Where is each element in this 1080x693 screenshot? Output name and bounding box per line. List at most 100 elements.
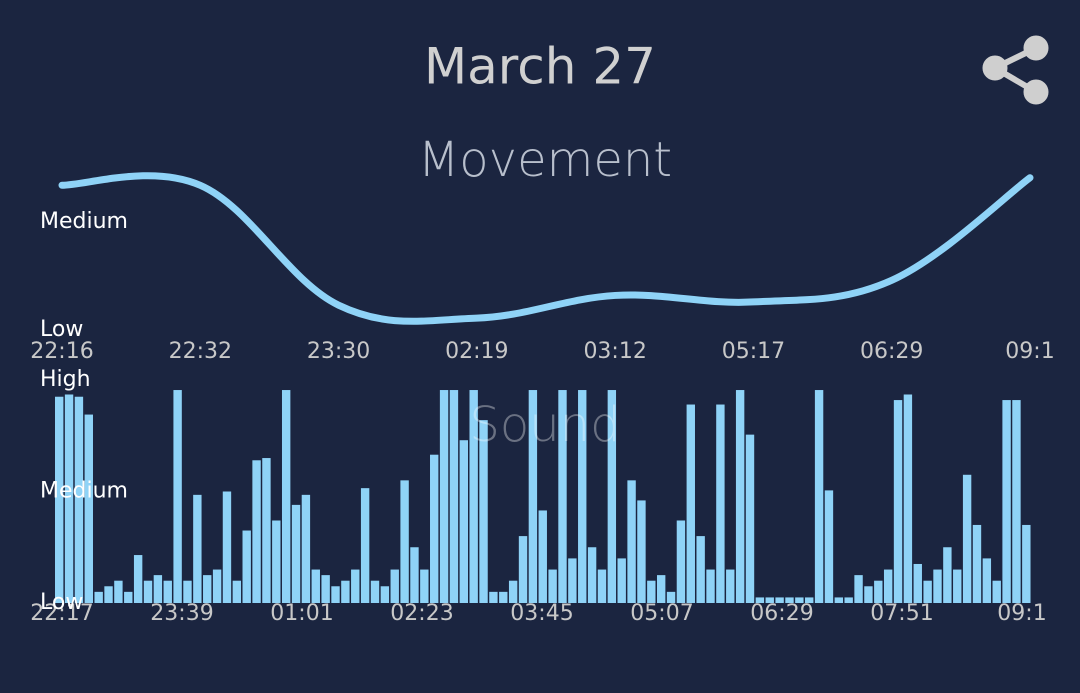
x-tick-label: 23:30 <box>307 339 370 364</box>
sound-bar <box>864 586 873 603</box>
sound-bar <box>84 414 93 603</box>
sound-bar <box>1012 400 1021 603</box>
sound-bar <box>617 558 626 603</box>
sound-bar <box>597 569 607 603</box>
sound-bar <box>252 460 261 603</box>
sound-bar <box>972 524 982 603</box>
sound-bar <box>360 488 370 603</box>
sound-bar <box>745 434 755 603</box>
share-button[interactable] <box>982 35 1049 105</box>
sound-bar <box>64 394 74 603</box>
x-tick-label: 07:51 <box>870 601 933 626</box>
sound-bar <box>893 400 903 603</box>
sound-bar <box>173 390 182 603</box>
x-tick-label: 03:12 <box>583 339 646 364</box>
sound-bar <box>232 580 242 603</box>
x-tick-label: 06:29 <box>860 339 923 364</box>
sound-bar <box>301 494 311 603</box>
sound-bar <box>193 494 202 603</box>
sound-bar <box>430 454 439 603</box>
sound-bar <box>903 394 913 603</box>
sound-bar <box>341 580 350 603</box>
sound-bar <box>587 547 597 603</box>
sound-bar <box>183 580 192 603</box>
sound-bar <box>380 586 390 603</box>
sound-bar <box>459 440 469 603</box>
sound-bar <box>499 591 508 603</box>
sound-bar <box>528 390 538 603</box>
sound-bar <box>114 580 123 603</box>
sound-bar <box>805 597 814 603</box>
sound-bar <box>1002 400 1011 603</box>
sound-bar <box>222 491 232 603</box>
x-tick-label: 22:16 <box>30 339 93 364</box>
sound-bar <box>558 390 567 603</box>
sound-bar <box>962 474 972 603</box>
sound-bar <box>133 555 143 603</box>
sound-bar <box>824 490 834 603</box>
sound-bar <box>262 458 271 603</box>
sound-bar <box>281 390 291 603</box>
sound-bar <box>143 580 153 603</box>
sound-bar <box>311 569 320 603</box>
x-tick-label: 03:45 <box>510 601 573 626</box>
sound-bar <box>410 547 419 603</box>
sound-bar <box>489 591 498 603</box>
sound-bar <box>943 547 952 603</box>
sound-bar <box>331 586 340 603</box>
sound-bar <box>686 404 695 603</box>
sound-bar <box>400 480 409 603</box>
sound-bar <box>883 569 893 603</box>
share-dot <box>1023 35 1049 61</box>
sound-bar <box>518 536 528 603</box>
sound-bar <box>548 569 557 603</box>
sound-bar <box>55 396 64 603</box>
x-tick-label: 23:39 <box>150 601 213 626</box>
sound-bar <box>568 558 577 603</box>
x-tick-label: 05:17 <box>722 339 785 364</box>
sound-bar <box>449 390 459 603</box>
sound-bar <box>735 390 745 603</box>
sound-bar <box>627 480 636 603</box>
x-tick-label: 01:01 <box>270 601 333 626</box>
x-tick-label: 22:32 <box>169 339 232 364</box>
y-tick-label: Low <box>40 590 83 615</box>
sound-bar <box>814 390 824 603</box>
date-title: March 27 <box>424 38 656 96</box>
x-tick-label: 22:17 <box>30 601 93 626</box>
sound-bar <box>953 569 962 603</box>
sound-bar <box>390 569 399 603</box>
sound-bar <box>716 404 725 603</box>
y-tick-label: Medium <box>40 209 128 234</box>
x-tick-label: 02:19 <box>445 339 508 364</box>
sound-bar <box>992 580 1001 603</box>
movement-line <box>58 172 1034 325</box>
x-tick-label: 09:1 <box>997 601 1046 626</box>
sound-bar <box>212 569 222 603</box>
sound-bar <box>272 520 281 603</box>
sound-bar <box>607 390 617 603</box>
sound-bar <box>420 569 429 603</box>
sound-bar <box>844 597 853 603</box>
sound-bar <box>913 563 922 603</box>
sound-bar <box>726 569 735 603</box>
sound-bar <box>795 597 804 603</box>
sound-bar <box>656 575 666 603</box>
sound-bar <box>538 510 547 603</box>
sound-bar <box>854 575 863 603</box>
sound-bar <box>479 420 488 603</box>
sound-bar <box>982 558 992 603</box>
sound-bar <box>874 580 883 603</box>
sound-bar <box>74 396 84 603</box>
sound-bar <box>647 580 656 603</box>
sound-bar <box>666 591 676 603</box>
sound-bar <box>291 504 301 603</box>
sound-bar <box>203 575 212 603</box>
sound-bar <box>696 536 705 603</box>
sound-bar <box>124 591 133 603</box>
sound-bar <box>785 597 794 603</box>
sound-bar <box>1022 524 1031 603</box>
sound-bar <box>351 569 360 603</box>
